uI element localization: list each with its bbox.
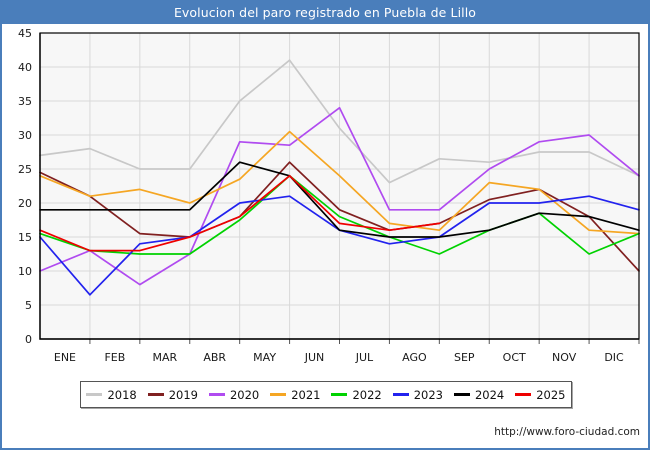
y-tick-label: 15 (18, 231, 32, 244)
x-tick-label-JUN: JUN (304, 351, 325, 364)
y-tick-label: 0 (25, 333, 32, 346)
line-chart: 0 5 10 15 20 25 30 35 40 45 ENE FEB MAR ABR MAY JUN JUL A… (18, 27, 640, 364)
y-tick-label: 5 (25, 299, 32, 312)
legend-label: 2021 (291, 387, 321, 402)
legend-label: 2020 (229, 387, 260, 402)
legend-item-2019[interactable]: 2019 (147, 387, 199, 402)
chart-canvas: 0 5 10 15 20 25 30 35 40 45 ENE FEB MAR ABR MAY JUN JUL A… (2, 24, 648, 448)
window-title: Evolucion del paro registrado en Puebla … (2, 2, 648, 24)
source-url: http://www.foro-ciudad.com (494, 426, 640, 438)
y-tick-label: 20 (18, 197, 32, 210)
y-tick-label: 25 (18, 163, 32, 176)
chart-legend: 2018 2019 2020 2021 2022 2023 2024 2025 (80, 381, 572, 408)
legend-item-2020[interactable]: 2020 (208, 387, 260, 402)
legend-item-2022[interactable]: 2022 (331, 387, 382, 402)
x-tick-label-MAY: MAY (253, 351, 276, 364)
legend-swatch-2022 (331, 393, 348, 396)
y-tick-label: 35 (18, 95, 32, 108)
legend-item-2018[interactable]: 2018 (86, 387, 137, 402)
legend-swatch-2021 (270, 393, 287, 396)
series-line-2021 (39, 130, 640, 235)
legend-swatch-2025 (515, 393, 532, 396)
legend-label: 2022 (352, 387, 382, 402)
x-tick-label-OCT: OCT (503, 351, 526, 364)
legend-label: 2023 (413, 387, 444, 402)
y-tick-label: 45 (18, 27, 32, 40)
x-tick-label-NOV: NOV (552, 351, 577, 364)
legend-item-2021[interactable]: 2021 (270, 387, 321, 402)
legend-swatch-2023 (392, 393, 409, 396)
legend-item-2025[interactable]: 2025 (515, 387, 566, 402)
x-tick-label-MAR: MAR (152, 351, 177, 364)
y-tick-label: 30 (18, 129, 32, 142)
x-tick-label-AGO: AGO (402, 351, 427, 364)
legend-swatch-2019 (147, 393, 164, 396)
legend-swatch-2018 (86, 393, 103, 396)
x-tick-label-JUL: JUL (355, 351, 374, 364)
series-line-2018 (39, 59, 640, 184)
legend-label: 2018 (107, 387, 137, 402)
legend-label: 2025 (536, 387, 566, 402)
legend-label: 2024 (474, 387, 505, 402)
plot-frame (39, 32, 640, 340)
legend-item-2023[interactable]: 2023 (392, 387, 444, 402)
x-tick-label-FEB: FEB (104, 351, 125, 364)
x-tick-label-DIC: DIC (604, 351, 624, 364)
legend-swatch-2020 (208, 393, 225, 396)
x-tick-label-SEP: SEP (454, 351, 475, 364)
x-tick-label-ENE: ENE (54, 351, 76, 364)
legend-swatch-2024 (453, 393, 470, 396)
y-tick-label: 40 (18, 61, 32, 74)
y-tick-label: 10 (18, 265, 32, 278)
series-line-2024 (39, 161, 640, 238)
series-line-2025 (39, 174, 441, 252)
series-line-2020 (39, 106, 640, 286)
legend-label: 2019 (168, 387, 199, 402)
x-tick-label-ABR: ABR (203, 351, 226, 364)
legend-item-2024[interactable]: 2024 (453, 387, 505, 402)
